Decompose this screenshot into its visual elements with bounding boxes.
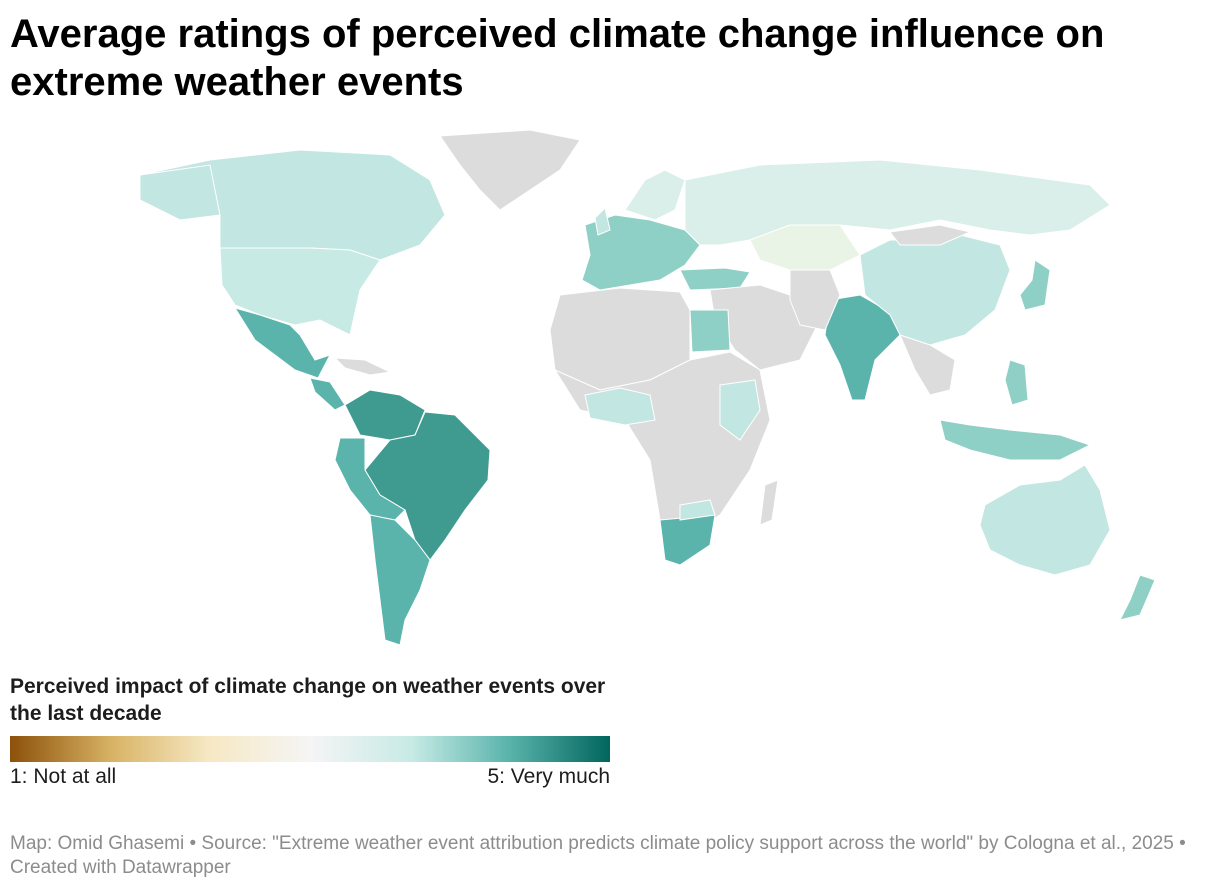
world-choropleth-map — [139, 129, 1156, 646]
region-egypt — [689, 309, 731, 353]
region-colombia-venezuela — [344, 389, 426, 441]
region-south-africa — [659, 514, 716, 566]
region-central-america — [309, 377, 346, 411]
region-turkey — [679, 267, 751, 291]
region-peru-bolivia — [334, 437, 406, 521]
region-argentina-chile — [369, 514, 431, 646]
legend-max-label: 5: Very much — [487, 765, 610, 788]
region-mexico — [233, 307, 332, 379]
region-southeast-asia — [899, 334, 956, 396]
legend-title: Perceived impact of climate change on we… — [10, 675, 606, 725]
region-madagascar — [759, 479, 779, 526]
region-zimbabwe — [679, 499, 716, 521]
region-usa — [219, 247, 381, 336]
region-east-africa — [719, 379, 761, 441]
legend-color-scale — [10, 736, 610, 762]
region-caribbean — [333, 357, 392, 376]
region-australia — [979, 464, 1111, 576]
legend-min-label: 1: Not at all — [10, 765, 117, 788]
region-uk — [594, 207, 611, 236]
region-south-asia-other — [789, 269, 841, 331]
region-russia — [684, 159, 1111, 246]
region-alaska — [139, 164, 221, 221]
region-japan — [1019, 259, 1051, 311]
footer-credits: Map: Omid Ghasemi • Source: "Extreme wea… — [10, 833, 1186, 878]
region-west-africa — [584, 387, 656, 426]
region-new-zealand — [1119, 574, 1156, 621]
region-central-asia — [749, 224, 861, 271]
region-mongolia — [889, 224, 972, 246]
region-indonesia — [939, 419, 1092, 461]
region-europe — [581, 214, 701, 291]
region-scandinavia — [624, 169, 686, 221]
region-greenland — [439, 129, 581, 211]
region-philippines — [1004, 359, 1029, 406]
map-title: Average ratings of perceived climate cha… — [10, 12, 1105, 104]
